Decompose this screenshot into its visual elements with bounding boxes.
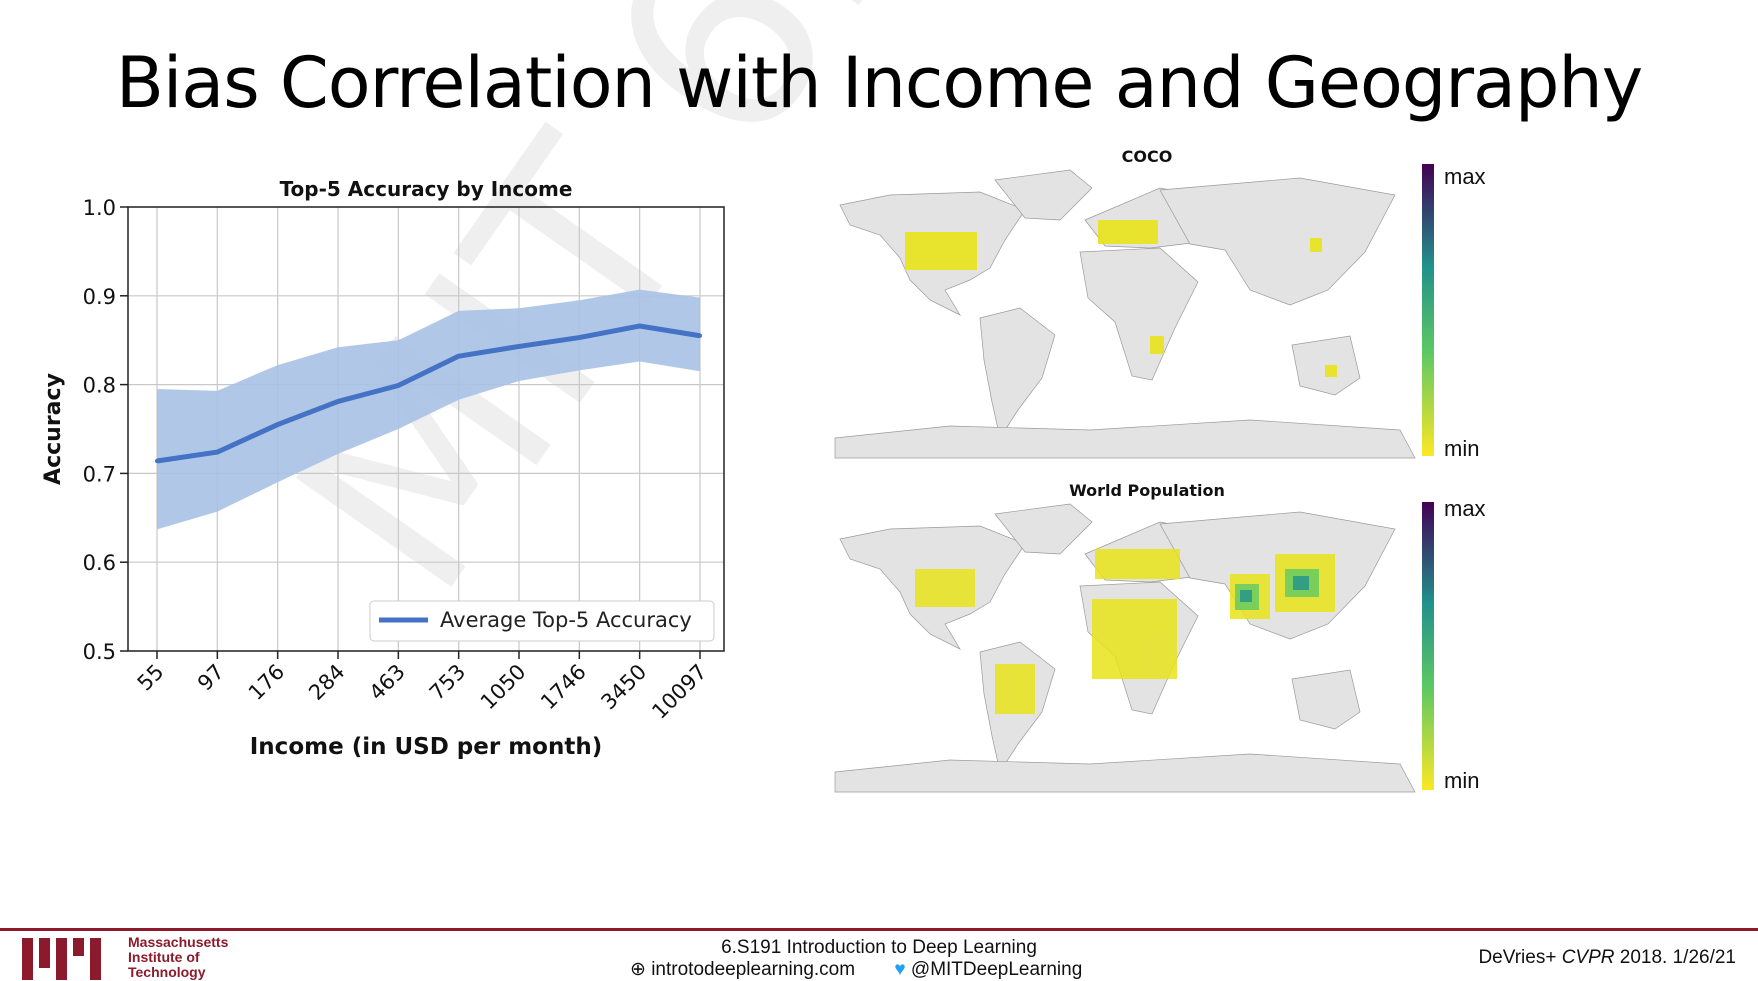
data-point	[336, 399, 340, 404]
footer-rule	[0, 928, 1758, 931]
confidence-band	[157, 289, 700, 530]
website-link[interactable]: introtodeeplearning.com	[651, 959, 856, 980]
coco-scale-min: min	[1444, 436, 1480, 461]
mit-logo	[22, 938, 116, 980]
density-europe	[1095, 549, 1180, 579]
x-tick-label: 1050	[476, 660, 531, 715]
south-america-shape	[979, 307, 1056, 439]
density-africa	[1092, 599, 1177, 679]
antarctica-shape	[834, 419, 1416, 459]
course-title: 6.S191 Introduction to Deep Learning	[721, 937, 1037, 958]
series-line	[156, 323, 701, 464]
data-point	[637, 323, 642, 328]
institute-line-3: Technology	[128, 964, 206, 980]
x-tick-label: 176	[244, 660, 289, 705]
density-japan	[1310, 238, 1322, 252]
globe-icon: ⊕	[630, 959, 646, 980]
data-point	[275, 422, 280, 427]
coco-map: COCO	[834, 147, 1434, 459]
peak-india	[1240, 590, 1252, 602]
y-tick-label: 0.6	[83, 551, 116, 575]
x-tick-label: 284	[304, 660, 349, 705]
density-us	[905, 232, 977, 270]
coco-scale-max: max	[1444, 164, 1486, 189]
density-europe	[1098, 220, 1158, 244]
population-colorbar	[1422, 502, 1434, 790]
plot-frame	[127, 206, 725, 652]
y-tick-label: 0.7	[83, 462, 116, 486]
australia-shape	[1291, 669, 1361, 730]
population-map-title: World Population	[1069, 481, 1225, 500]
population-map: World Population	[834, 481, 1434, 793]
citation-year-date: 2018. 1/26/21	[1614, 947, 1736, 968]
peak-china	[1293, 576, 1309, 590]
y-axis-label: Accuracy	[41, 373, 66, 485]
population-scale-min: min	[1444, 768, 1480, 793]
x-tick-label: 753	[425, 660, 470, 705]
legend-label: Average Top-5 Accuracy	[440, 608, 692, 632]
data-point	[396, 383, 401, 388]
x-tick-label: 97	[193, 660, 229, 696]
x-tick-label: 55	[133, 660, 169, 696]
twitter-handle[interactable]: @MITDeepLearning	[910, 959, 1083, 980]
density-south-america	[995, 664, 1035, 714]
data-point	[698, 333, 702, 338]
x-tick-label: 463	[365, 660, 410, 705]
coco-landmass	[834, 169, 1416, 459]
institute-line-1: Massachusetts	[128, 934, 229, 950]
y-tick-label: 1.0	[83, 196, 116, 220]
population-peaks	[1240, 576, 1309, 602]
chart-title: Top-5 Accuracy by Income	[280, 177, 573, 201]
data-point	[215, 450, 220, 455]
x-tick-label: 3450	[596, 660, 651, 715]
coco-map-title: COCO	[1122, 147, 1173, 166]
citation-author: DeVries+	[1478, 947, 1562, 968]
africa-shape	[1079, 247, 1199, 381]
institute-line-2: Institute of	[128, 949, 200, 965]
citation-venue: CVPR	[1561, 947, 1615, 968]
data-point	[517, 344, 521, 349]
antarctica-shape	[834, 753, 1416, 793]
x-tick-label: 10097	[647, 660, 711, 724]
coco-density	[905, 220, 1337, 377]
x-axis-label: Income (in USD per month)	[250, 734, 603, 760]
greenland-shape	[994, 503, 1093, 555]
series-line-group	[155, 323, 702, 464]
data-point	[456, 354, 461, 359]
asia-shape	[1159, 177, 1396, 306]
y-tick-label: 0.8	[83, 374, 116, 398]
y-tick-label: 0.5	[83, 640, 116, 664]
density-north-america	[915, 569, 975, 607]
data-point	[577, 335, 582, 340]
twitter-bird-icon: ♥	[894, 959, 906, 980]
greenland-shape	[994, 169, 1093, 221]
data-point	[155, 458, 159, 463]
slide-title: Bias Correlation with Income and Geograp…	[115, 42, 1643, 124]
legend: Average Top-5 Accuracy	[369, 600, 715, 642]
footer-links: ⊕ introtodeeplearning.com ♥ @MITDeepLear…	[630, 958, 1082, 981]
x-tick-label: 1746	[536, 660, 591, 715]
confidence-band-group	[157, 289, 700, 530]
coco-colorbar	[1422, 164, 1434, 456]
population-scale-max: max	[1444, 496, 1486, 521]
legend-box	[369, 600, 715, 642]
density-africa	[1150, 336, 1164, 354]
density-australia	[1325, 365, 1337, 377]
citation: DeVries+ CVPR 2018. 1/26/21	[1478, 947, 1736, 969]
y-tick-label: 0.9	[83, 285, 116, 309]
institute-name: Massachusetts Institute of Technology	[128, 935, 228, 980]
